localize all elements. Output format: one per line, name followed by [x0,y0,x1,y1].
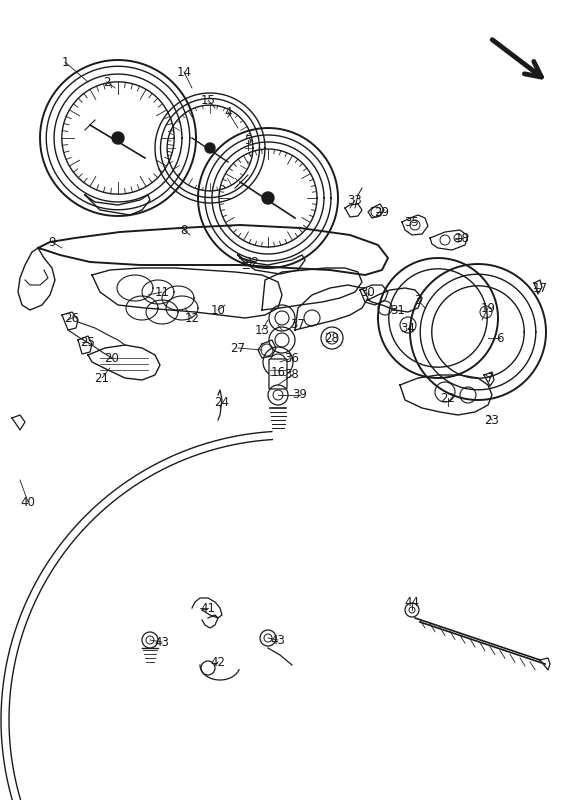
Text: 11: 11 [155,286,169,298]
Text: 31: 31 [391,303,405,317]
Circle shape [205,143,215,153]
Text: 3: 3 [414,294,422,306]
Text: 25: 25 [81,335,95,349]
Text: 40: 40 [20,495,36,509]
Text: 18: 18 [454,231,470,245]
Text: 38: 38 [284,369,300,382]
Text: 20: 20 [105,351,120,365]
Text: 1: 1 [61,55,69,69]
Text: 7: 7 [486,371,493,385]
Text: 34: 34 [401,322,415,334]
Text: 23: 23 [485,414,499,426]
Text: 36: 36 [284,351,300,365]
Text: 42: 42 [210,655,225,669]
Text: 39: 39 [293,389,307,402]
Text: 9: 9 [48,235,55,249]
Text: 6: 6 [496,331,504,345]
Text: 27: 27 [231,342,245,354]
Text: 26: 26 [64,311,79,325]
Text: 19: 19 [481,302,495,314]
Text: 22: 22 [440,391,456,405]
Text: 12: 12 [185,311,200,325]
Text: 41: 41 [200,602,215,614]
Text: 30: 30 [361,286,376,298]
Text: 21: 21 [95,371,110,385]
Text: 32: 32 [245,255,259,269]
Text: 24: 24 [214,395,230,409]
Text: 4: 4 [224,106,232,118]
Circle shape [262,192,274,204]
Text: 33: 33 [347,194,363,206]
Text: 15: 15 [200,94,215,106]
Text: 10: 10 [211,303,225,317]
Text: 16: 16 [270,366,286,378]
FancyBboxPatch shape [269,359,287,389]
Text: 43: 43 [270,634,286,646]
Text: 28: 28 [325,331,339,345]
Text: 35: 35 [405,215,419,229]
Text: 14: 14 [176,66,192,78]
Text: 29: 29 [374,206,390,218]
Text: 13: 13 [255,323,269,337]
Text: 37: 37 [291,318,305,331]
Circle shape [112,132,124,144]
Text: 44: 44 [405,595,419,609]
Text: 8: 8 [180,223,187,237]
Text: 2: 2 [103,75,111,89]
Text: 17: 17 [533,282,548,294]
Text: 43: 43 [155,635,169,649]
Text: 5: 5 [244,134,252,146]
